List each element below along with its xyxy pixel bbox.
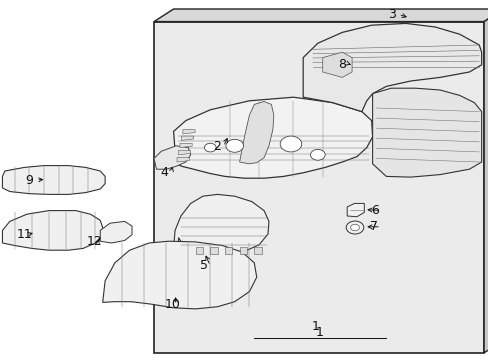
Polygon shape	[2, 211, 102, 250]
Polygon shape	[210, 247, 217, 254]
Text: 9: 9	[25, 174, 33, 186]
Text: 10: 10	[164, 298, 180, 311]
Polygon shape	[177, 158, 189, 162]
Polygon shape	[322, 52, 351, 77]
Text: 2: 2	[212, 140, 220, 153]
Polygon shape	[239, 102, 273, 164]
Polygon shape	[173, 194, 268, 259]
Polygon shape	[224, 247, 232, 254]
Circle shape	[204, 143, 216, 152]
Polygon shape	[346, 203, 364, 217]
Text: 1: 1	[315, 327, 323, 339]
Circle shape	[310, 149, 325, 160]
Circle shape	[280, 136, 301, 152]
Polygon shape	[100, 221, 132, 243]
Polygon shape	[372, 88, 481, 177]
Circle shape	[346, 221, 363, 234]
Text: 1: 1	[311, 320, 319, 333]
Text: 7: 7	[369, 220, 377, 233]
Polygon shape	[154, 146, 190, 169]
Text: 4: 4	[160, 166, 168, 179]
Polygon shape	[181, 136, 193, 140]
Polygon shape	[2, 166, 105, 194]
Text: 11: 11	[17, 228, 32, 241]
Polygon shape	[183, 130, 195, 134]
Polygon shape	[195, 247, 203, 254]
Text: 5: 5	[199, 259, 207, 272]
Polygon shape	[180, 143, 192, 148]
Polygon shape	[483, 9, 488, 353]
Text: 3: 3	[387, 8, 395, 21]
Bar	[154, 22, 483, 353]
Text: 8: 8	[338, 58, 346, 71]
Text: 6: 6	[370, 204, 378, 217]
Polygon shape	[154, 9, 488, 22]
Circle shape	[225, 139, 243, 152]
Polygon shape	[102, 241, 256, 309]
Polygon shape	[173, 97, 372, 178]
Text: 12: 12	[87, 235, 102, 248]
Polygon shape	[254, 247, 261, 254]
Polygon shape	[239, 247, 246, 254]
Polygon shape	[303, 23, 481, 112]
Circle shape	[350, 224, 359, 231]
Polygon shape	[178, 150, 190, 155]
